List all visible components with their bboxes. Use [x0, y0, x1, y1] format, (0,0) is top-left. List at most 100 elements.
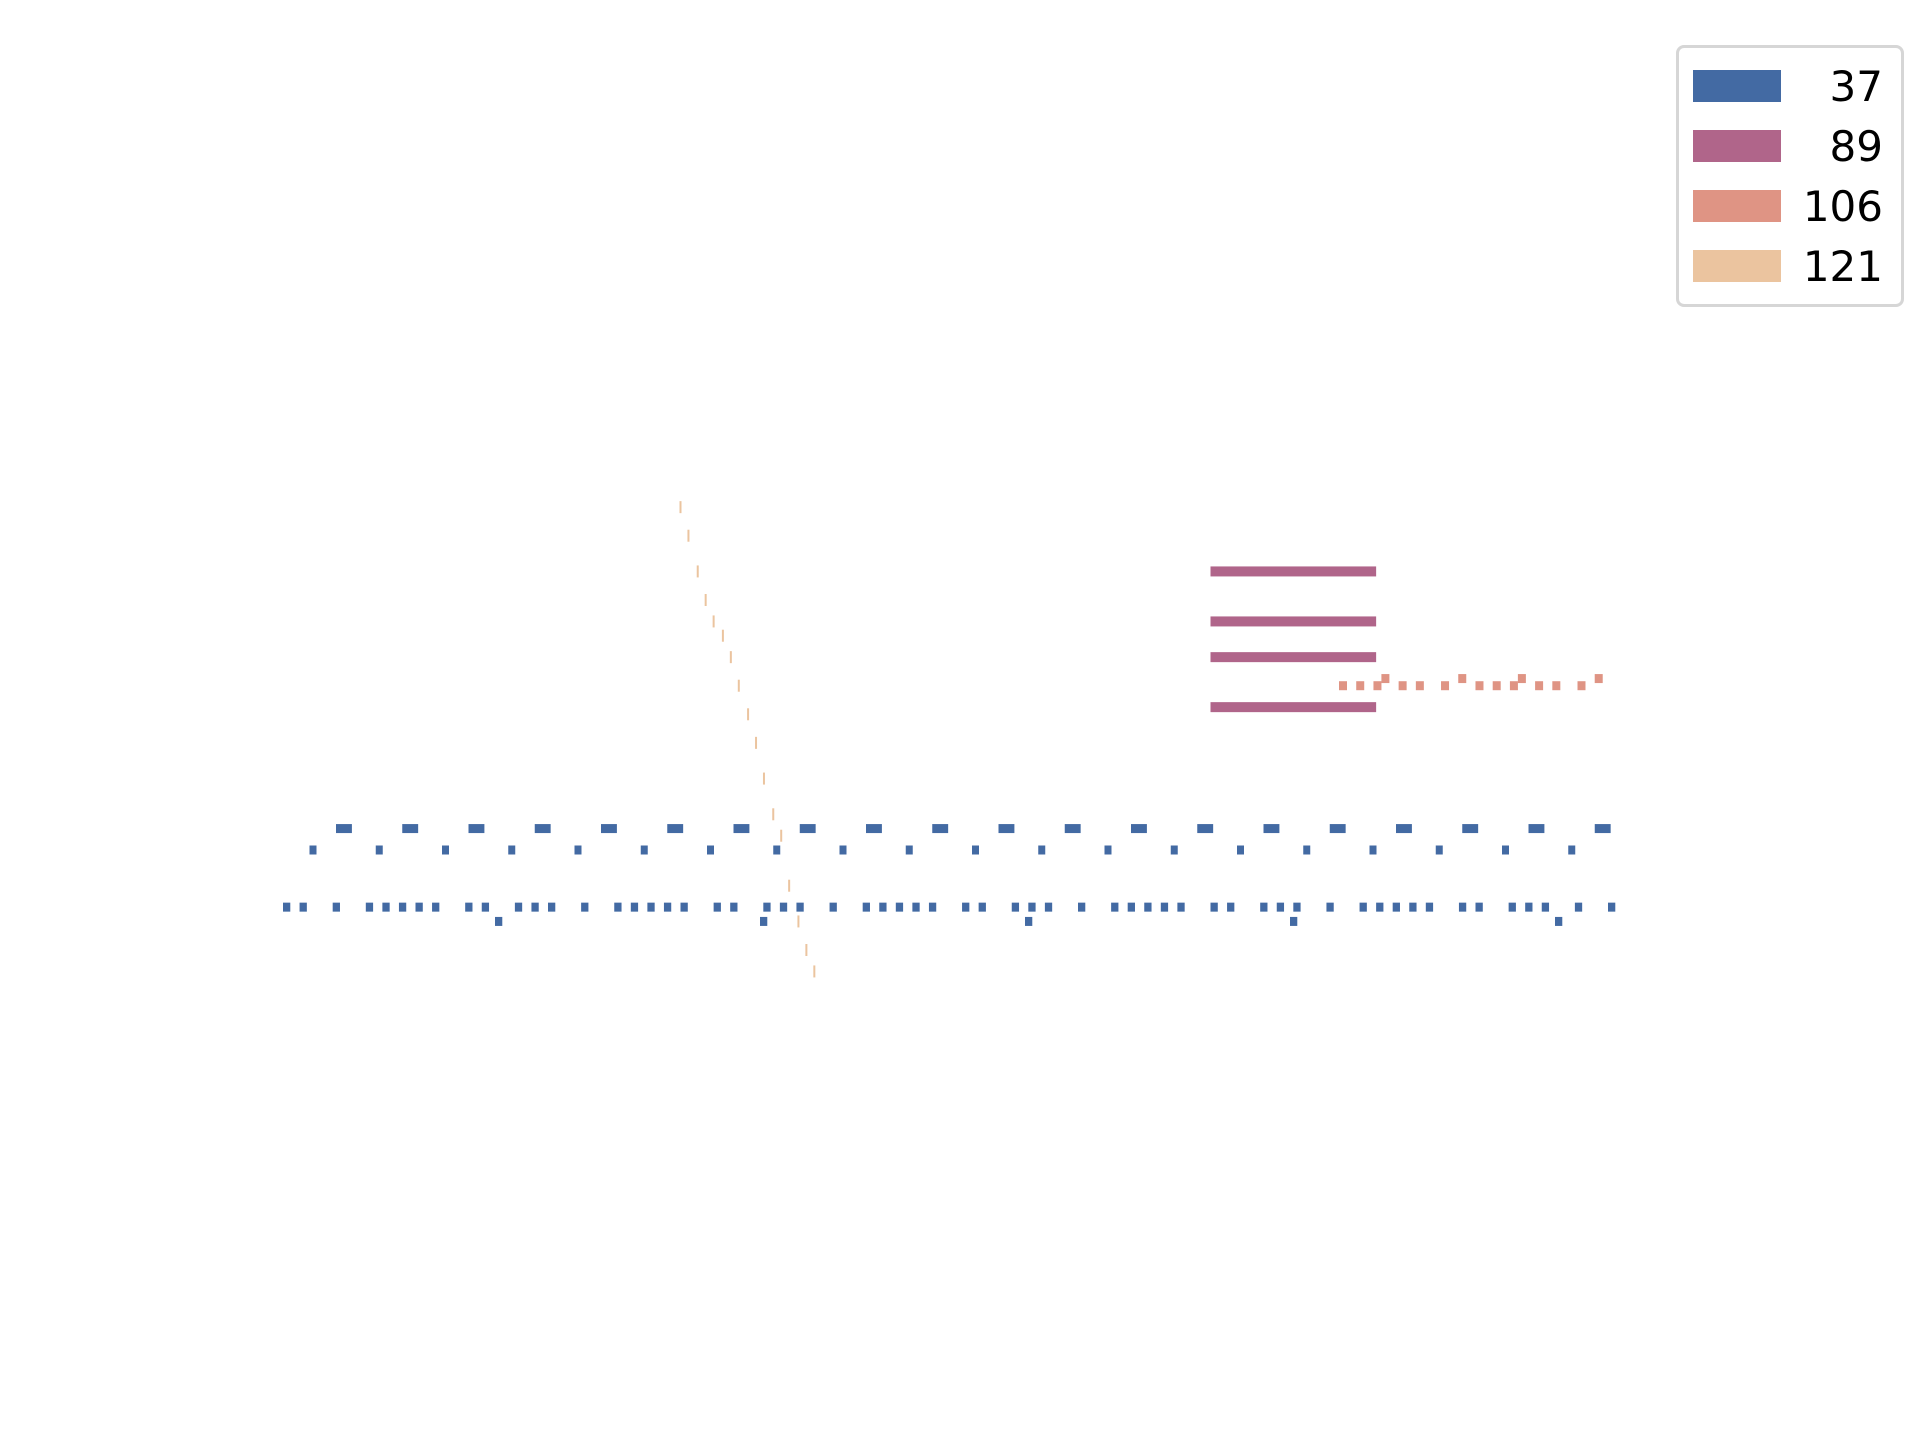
- series-37-tick: [1528, 824, 1545, 834]
- series-37-tick: [1038, 845, 1046, 855]
- series-37-tick: [495, 916, 503, 926]
- series-106-point: [1475, 681, 1484, 691]
- series-121-point: [729, 651, 732, 664]
- series-37-tick: [879, 902, 887, 912]
- series-37-tick: [1568, 845, 1576, 855]
- series-37-tick: [574, 845, 582, 855]
- series-106-point: [1517, 674, 1526, 684]
- series-37-tick: [680, 902, 688, 912]
- series-37-tick: [733, 824, 750, 834]
- series-37-tick: [468, 824, 485, 834]
- series-106-point: [1415, 681, 1424, 691]
- series-121-point: [696, 565, 699, 578]
- series-37-tick: [928, 902, 937, 912]
- series-106-point: [1535, 681, 1544, 691]
- series-37-tick: [548, 902, 556, 912]
- series-37-tick: [663, 902, 672, 912]
- series-37-tick: [1011, 902, 1020, 912]
- series-121-point: [788, 879, 791, 892]
- series-37-tick: [1594, 824, 1611, 834]
- series-106-point: [1552, 681, 1561, 691]
- series-89-segment: [1210, 616, 1377, 627]
- series-37-tick: [1227, 902, 1235, 912]
- series-121-point: [747, 708, 750, 721]
- series-37-tick: [1458, 902, 1467, 912]
- series-106-point: [1398, 681, 1407, 691]
- series-37-tick: [1425, 902, 1434, 912]
- series-37-tick: [402, 824, 419, 834]
- series-37-tick: [1131, 824, 1147, 834]
- series-89-segment: [1210, 566, 1377, 577]
- legend-swatch-37: [1693, 70, 1781, 102]
- series-121-point: [755, 736, 758, 749]
- series-37-tick: [998, 824, 1015, 834]
- series-37-tick: [1144, 902, 1152, 912]
- series-37-tick: [667, 824, 684, 834]
- series-37-tick: [978, 902, 986, 912]
- series-37-tick: [1127, 902, 1135, 912]
- series-37-tick: [630, 902, 639, 912]
- series-121-point: [721, 629, 724, 642]
- legend-swatch-121: [1693, 250, 1781, 282]
- series-37-tick: [1574, 902, 1583, 912]
- legend-item-37: 37: [1693, 60, 1883, 112]
- series-37-tick: [1290, 916, 1298, 926]
- series-37-tick: [332, 902, 340, 912]
- series-121-point: [813, 965, 816, 978]
- series-37-tick: [1044, 902, 1053, 912]
- series-37-tick: [481, 902, 490, 912]
- series-37-tick: [1160, 902, 1169, 912]
- series-37-tick: [1359, 902, 1367, 912]
- series-121-point: [805, 944, 808, 956]
- series-37-tick: [1237, 845, 1244, 855]
- series-37-tick: [1303, 845, 1311, 855]
- series-106-point: [1441, 681, 1450, 691]
- series-121-point: [772, 808, 775, 821]
- series-37-tick: [763, 902, 771, 912]
- series-37-tick: [1210, 902, 1218, 912]
- series-37-tick: [514, 902, 523, 912]
- series-106-point: [1577, 681, 1586, 691]
- legend-label-106: 106: [1802, 181, 1883, 231]
- series-37-tick: [534, 824, 551, 834]
- series-37-tick: [773, 845, 781, 855]
- series-37-tick: [1329, 824, 1346, 834]
- series-37-tick: [1078, 902, 1086, 912]
- series-37-tick: [760, 916, 768, 926]
- series-121-point: [762, 772, 765, 785]
- series-37-tick: [1396, 824, 1412, 834]
- series-37-tick: [862, 902, 870, 912]
- series-37-tick: [1064, 824, 1081, 834]
- series-37-tick: [895, 902, 904, 912]
- series-37-tick: [1541, 902, 1550, 912]
- series-37-tick: [713, 902, 721, 912]
- series-37-tick: [309, 845, 317, 855]
- series-37-tick: [972, 845, 979, 855]
- legend-item-106: 106: [1693, 180, 1883, 232]
- series-37-tick: [839, 845, 847, 855]
- series-37-tick: [1369, 845, 1377, 855]
- series-106-point: [1373, 681, 1382, 691]
- series-37-tick: [1260, 902, 1268, 912]
- series-37-tick: [1555, 916, 1563, 926]
- series-106-point: [1356, 681, 1365, 691]
- series-37-tick: [707, 845, 714, 855]
- series-37-tick: [779, 902, 788, 912]
- series-37-tick: [382, 902, 390, 912]
- series-37-tick: [299, 902, 307, 912]
- series-37-tick: [442, 845, 449, 855]
- series-37-tick: [432, 902, 440, 912]
- series-37-tick: [1392, 902, 1400, 912]
- series-37-tick: [1462, 824, 1479, 834]
- series-37-tick: [601, 824, 617, 834]
- series-37-tick: [866, 824, 882, 834]
- series-37-tick: [1435, 845, 1443, 855]
- series-37-tick: [1409, 902, 1417, 912]
- series-37-tick: [912, 902, 920, 912]
- series-121-point: [687, 529, 690, 542]
- series-37-tick: [1276, 902, 1285, 912]
- series-37-tick: [1028, 902, 1036, 912]
- legend-item-121: 121: [1693, 240, 1883, 292]
